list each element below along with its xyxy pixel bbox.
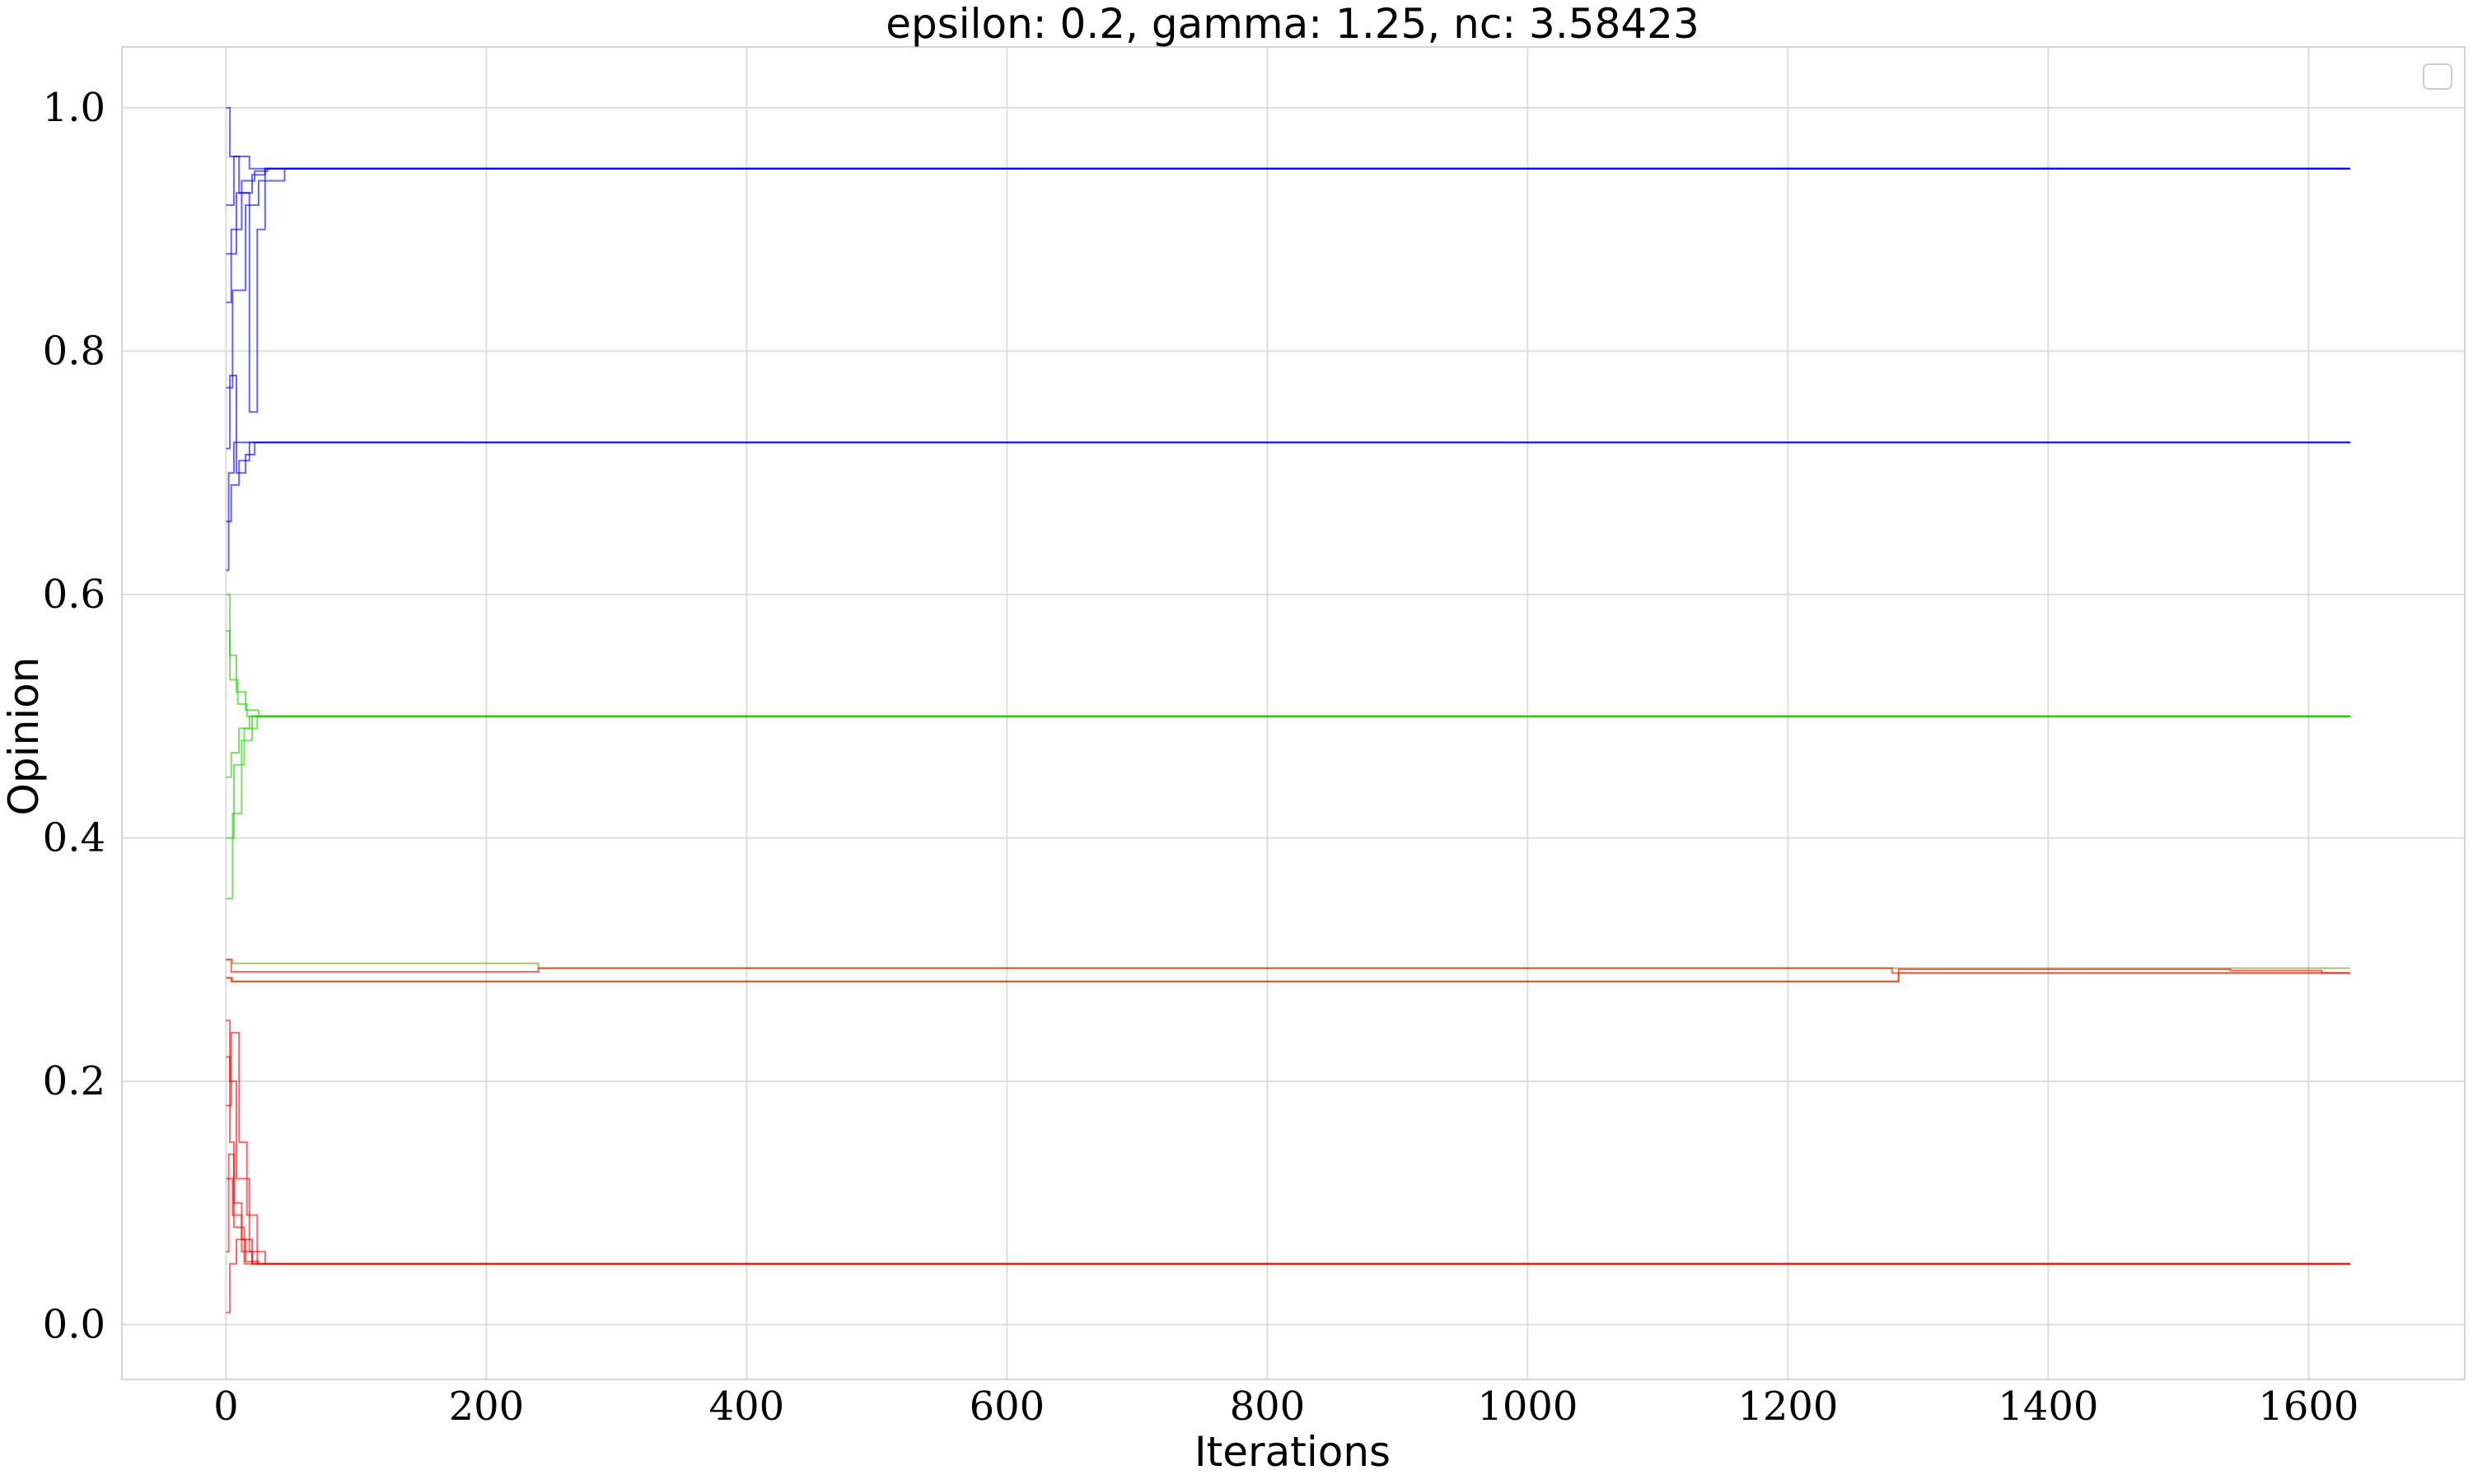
x-tick-label: 1600 [2258,1384,2358,1430]
series-line-red [226,1031,2350,1265]
y-tick-label: 0.2 [43,1058,105,1104]
series-line-blue [226,106,2350,194]
legend-box [2423,63,2452,90]
x-tick-label: 1000 [1477,1384,1578,1430]
y-tick-label: 0.4 [43,814,105,861]
y-tick-label: 0.8 [43,328,105,374]
x-tick-label: 600 [970,1384,1045,1430]
x-tick-label: 200 [449,1384,525,1430]
x-tick-label: 1200 [1737,1384,1838,1430]
series-line-green [226,715,2350,900]
series-line-red [226,959,2350,974]
series-line-blue [226,167,2350,389]
y-tick-label: 0.6 [43,572,105,618]
x-tick-labels: 0 200 400 600 800 1000 1200 1400 1600 [213,1384,2358,1430]
x-tick-label: 400 [709,1384,785,1430]
series-line-blue [226,441,2350,572]
y-tick-label: 0.0 [43,1302,105,1348]
y-axis-label: Opinion [0,657,48,816]
series-line-blue [226,441,2350,523]
x-axis-label: Iterations [1194,1428,1391,1476]
grid-lines [122,47,2465,1379]
series-line-olive [226,959,2350,969]
series-line-green [226,715,2350,839]
series-line-blue [226,156,2350,207]
series-line-green [226,715,2350,778]
series-line-red [226,1239,2350,1314]
series-lines [226,106,2350,1314]
series-line-blue [226,375,2350,474]
series-line-olive [226,972,2350,982]
series-line-blue [226,167,2350,304]
y-tick-label: 1.0 [43,85,105,131]
series-line-red [226,1020,2350,1265]
x-tick-label: 800 [1230,1384,1306,1430]
plot-area-frame [121,46,2466,1380]
series-line-red [226,1153,2350,1265]
y-tick-labels: 0.0 0.2 0.4 0.6 0.8 1.0 [43,85,105,1348]
series-line-blue [226,167,2350,413]
series-line-red [226,1056,2350,1265]
series-line-green [226,630,2350,717]
chart-title: epsilon: 0.2, gamma: 1.25, nc: 3.58423 [886,0,1699,48]
series-line-red [226,968,2350,982]
series-line-red [226,1178,2350,1265]
x-tick-label: 1400 [1998,1384,2098,1430]
series-line-green [226,593,2350,717]
x-tick-label: 0 [213,1384,239,1430]
